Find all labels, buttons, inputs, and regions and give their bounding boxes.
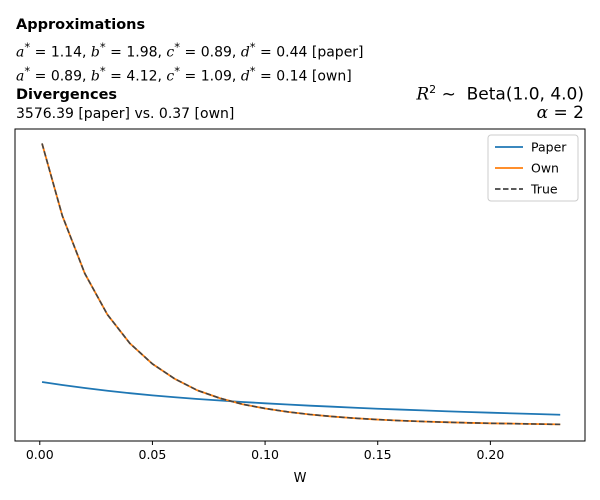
paper-c-value: 0.89 [200,44,232,61]
series-line-own [41,143,561,426]
legend-label-paper: Paper [531,140,567,155]
x-tick-label: 0.00 [26,447,54,462]
paper-b-value: 1.98 [126,44,158,61]
x-axis-label: W [294,471,307,486]
approx-line-own: a* = 0.89, b* = 4.12, c* = 1.09, d* = 0.… [16,64,352,85]
prior-distribution-label: R2 ~ Beta(1.0, 4.0) [416,83,584,105]
own-tag: [own] [311,68,352,85]
alpha-label: α = 2 [536,103,584,123]
paper-d-value: 0.44 [276,44,308,61]
own-d-value: 0.14 [276,68,308,85]
x-tick-label: 0.15 [364,447,392,462]
own-c-value: 1.09 [200,68,232,85]
paper-tag: [paper] [311,44,364,61]
approx-line-paper: a* = 1.14, b* = 1.98, c* = 0.89, d* = 0.… [16,40,364,61]
plot-frame [14,128,586,442]
x-tick-label: 0.20 [476,447,504,462]
divergences-value: 3576.39 [paper] vs. 0.37 [own] [16,106,235,122]
paper-a-value: 1.14 [50,44,82,61]
legend-label-true: True [530,182,558,197]
x-tick-label: 0.10 [251,447,279,462]
legend-box [487,134,579,202]
divergences-title: Divergences [16,87,118,103]
legend-label-own: Own [531,161,559,176]
x-tick-label: 0.05 [139,447,167,462]
prior-value: Beta(1.0, 4.0) [466,84,584,105]
approximations-title: Approximations [16,17,146,33]
series-line-true [41,143,561,426]
series-line-paper [41,381,561,416]
own-b-value: 4.12 [126,68,158,85]
alpha-value: 2 [573,103,584,123]
own-a-value: 0.89 [50,68,82,85]
